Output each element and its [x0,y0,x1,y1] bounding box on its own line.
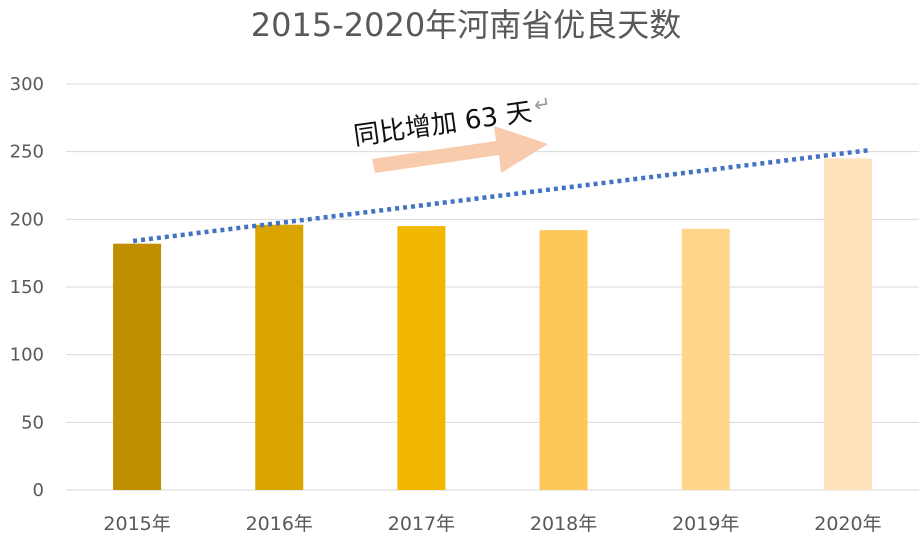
x-tick-label: 2015年 [103,513,170,535]
trendline [132,148,869,244]
y-tick-label: 250 [10,142,44,163]
x-tick-label: 2016年 [246,513,313,535]
bar [823,158,872,490]
x-tick-label: 2020年 [814,513,881,535]
y-tick-label: 300 [10,74,44,95]
y-tick-label: 0 [33,480,44,501]
chart-title: 2015-2020年河南省优良天数 [251,6,681,44]
return-mark: ↵ [532,91,552,117]
y-tick-label: 50 [21,412,44,433]
bar [539,230,588,490]
y-tick-label: 100 [10,345,44,366]
y-tick-label: 200 [10,209,44,230]
bar [113,243,162,490]
x-axis-ticks: 2015年 2016年 2017年 2018年 2019年 2020年 [103,513,881,535]
x-tick-label: 2018年 [530,513,597,535]
bars [113,158,872,490]
growth-arrow [372,126,548,173]
x-tick-label: 2019年 [672,513,739,535]
bar [255,224,304,490]
bar [681,228,730,490]
x-tick-label: 2017年 [388,513,455,535]
y-tick-label: 150 [10,277,44,298]
bar [397,226,446,490]
y-axis-ticks: 0 50 100 150 200 250 300 [10,74,44,501]
